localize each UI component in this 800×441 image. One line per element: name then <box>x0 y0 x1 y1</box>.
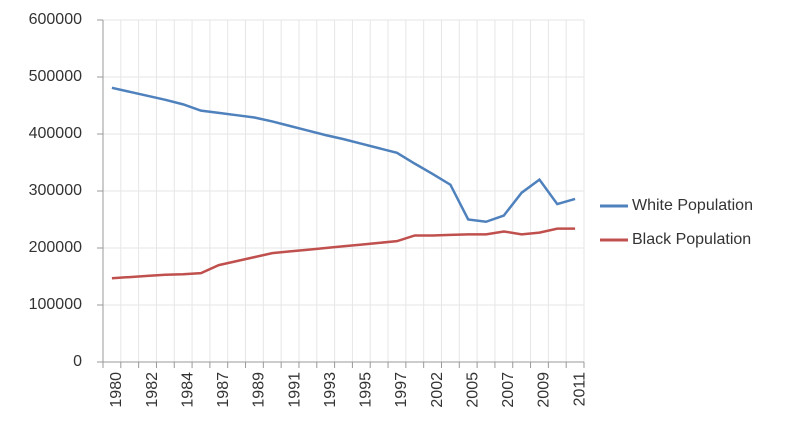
y-tick-label: 400000 <box>29 125 82 142</box>
x-tick-label: 2011 <box>571 372 588 407</box>
series-line <box>111 86 576 224</box>
legend-label: Black Population <box>632 231 751 248</box>
y-tick-label: 0 <box>73 353 82 370</box>
y-tick-label: 600000 <box>29 11 82 28</box>
x-tick-label: 2007 <box>500 372 517 408</box>
y-tick-label: 500000 <box>29 68 82 85</box>
x-tick-label: 2005 <box>464 372 481 408</box>
y-tick-label: 300000 <box>29 182 82 199</box>
x-tick-label: 2009 <box>536 372 553 408</box>
series-line <box>111 227 576 280</box>
x-tick-label: 1984 <box>179 372 196 408</box>
x-tick-label: 1982 <box>144 372 161 408</box>
x-tick-label: 1987 <box>215 372 232 408</box>
x-tick-label: 1993 <box>322 372 339 408</box>
y-tick-label: 200000 <box>29 239 82 256</box>
y-tick-label: 100000 <box>29 296 82 313</box>
x-tick-label: 1989 <box>251 372 268 408</box>
x-tick-label: 1991 <box>286 372 303 408</box>
x-tick-label: 1995 <box>358 372 375 408</box>
x-tick-label: 1997 <box>393 372 410 408</box>
x-tick-label: 1980 <box>108 372 125 408</box>
x-tick-label: 2002 <box>429 372 446 408</box>
legend-label: White Population <box>632 197 753 214</box>
